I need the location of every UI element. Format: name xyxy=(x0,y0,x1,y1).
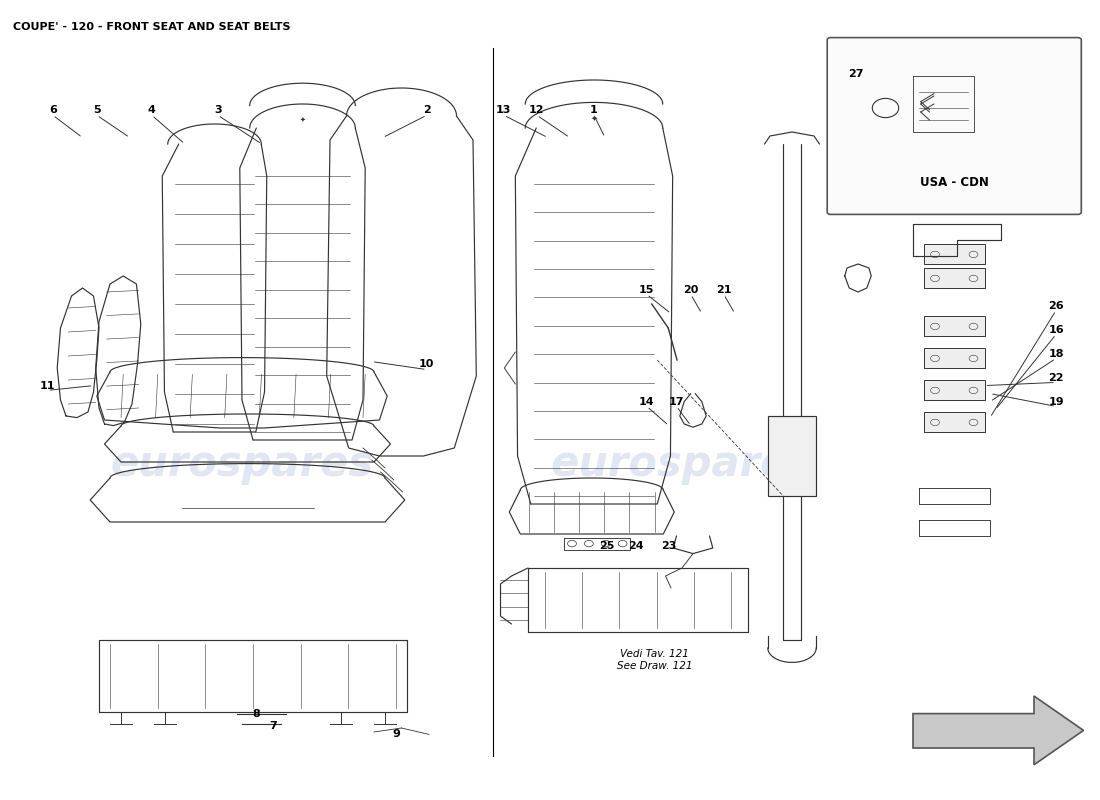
Text: 8: 8 xyxy=(252,710,261,719)
Text: 26: 26 xyxy=(1048,301,1064,310)
Bar xyxy=(924,412,984,432)
Text: Vedi Tav. 121
See Draw. 121: Vedi Tav. 121 See Draw. 121 xyxy=(617,650,692,670)
Text: 3: 3 xyxy=(214,106,221,115)
Text: 17: 17 xyxy=(669,397,684,406)
Text: COUPE' - 120 - FRONT SEAT AND SEAT BELTS: COUPE' - 120 - FRONT SEAT AND SEAT BELTS xyxy=(13,22,290,32)
Text: 10: 10 xyxy=(419,359,435,369)
FancyBboxPatch shape xyxy=(827,38,1081,214)
Text: 11: 11 xyxy=(40,381,55,390)
Bar xyxy=(924,268,984,288)
Text: 24: 24 xyxy=(628,541,643,550)
Text: 5: 5 xyxy=(94,106,100,115)
Text: 15: 15 xyxy=(639,285,654,294)
Bar xyxy=(924,316,984,336)
Text: 4: 4 xyxy=(147,106,156,115)
Text: ✦: ✦ xyxy=(299,117,306,123)
Text: 23: 23 xyxy=(661,541,676,550)
Bar xyxy=(924,244,984,264)
Text: 21: 21 xyxy=(716,285,732,294)
Bar xyxy=(924,380,984,400)
Text: 19: 19 xyxy=(1048,397,1064,406)
Text: 1: 1 xyxy=(590,106,598,115)
Text: 6: 6 xyxy=(48,106,57,115)
Text: 20: 20 xyxy=(683,285,698,294)
Text: 13: 13 xyxy=(496,106,512,115)
Text: 25: 25 xyxy=(600,541,615,550)
Text: eurospares: eurospares xyxy=(550,443,814,485)
Text: 27: 27 xyxy=(848,69,864,78)
Text: 22: 22 xyxy=(1048,373,1064,382)
Text: eurospares: eurospares xyxy=(110,443,374,485)
Text: 2: 2 xyxy=(422,106,431,115)
Text: 18: 18 xyxy=(1048,349,1064,358)
Text: 16: 16 xyxy=(1048,325,1064,334)
Text: 9: 9 xyxy=(392,730,400,739)
Bar xyxy=(768,416,816,496)
Text: 7: 7 xyxy=(268,721,277,730)
Text: 14: 14 xyxy=(639,397,654,406)
Bar xyxy=(924,348,984,368)
Text: 12: 12 xyxy=(529,106,544,115)
Text: ✦: ✦ xyxy=(591,114,597,123)
Text: USA - CDN: USA - CDN xyxy=(921,176,989,189)
Polygon shape xyxy=(913,696,1084,765)
